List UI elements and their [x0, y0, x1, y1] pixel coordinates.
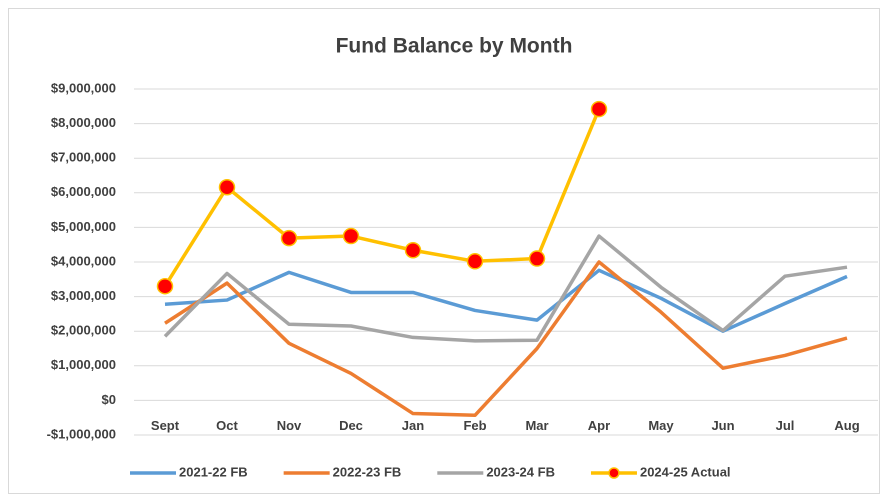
data-point	[535, 318, 539, 322]
data-point-marker	[466, 253, 484, 270]
y-tick-label: $0	[102, 392, 116, 407]
data-point	[225, 271, 229, 275]
x-tick-label: Jun	[711, 418, 734, 433]
y-tick-label: $5,000,000	[51, 219, 116, 234]
y-tick-label: $3,000,000	[51, 288, 116, 303]
legend-label: 2021-22 FB	[179, 464, 248, 479]
data-point	[349, 324, 353, 328]
x-tick-label: Feb	[463, 418, 486, 433]
x-tick-label: Jan	[402, 418, 424, 433]
data-point	[659, 310, 663, 314]
chart-title: Fund Balance by Month	[336, 35, 573, 58]
y-tick-label: $8,000,000	[51, 115, 116, 130]
data-point	[659, 296, 663, 300]
data-point	[287, 322, 291, 326]
data-point	[721, 329, 725, 333]
data-point	[225, 298, 229, 302]
series-line	[163, 108, 601, 288]
data-point	[411, 335, 415, 339]
series-line	[164, 268, 848, 333]
x-tick-label: Apr	[588, 418, 610, 433]
x-tick-label: Nov	[277, 418, 302, 433]
data-point-marker	[156, 277, 174, 295]
data-point	[225, 281, 229, 285]
data-point	[659, 285, 663, 289]
data-point	[163, 321, 167, 325]
data-point-marker	[342, 227, 360, 245]
y-tick-label: $4,000,000	[51, 253, 116, 268]
y-tick-label: -$1,000,000	[47, 426, 116, 441]
data-point	[597, 268, 601, 272]
data-point-marker	[590, 100, 608, 118]
x-tick-label: May	[648, 418, 674, 433]
data-point	[845, 336, 849, 340]
data-point-marker	[404, 241, 422, 259]
data-point	[845, 265, 849, 269]
x-tick-label: Aug	[834, 418, 859, 433]
data-point	[783, 353, 787, 357]
y-tick-label: $9,000,000	[51, 80, 116, 95]
series-line	[163, 234, 848, 343]
data-point-marker	[528, 250, 546, 267]
data-point	[783, 274, 787, 278]
legend-label: 2022-23 FB	[333, 464, 402, 479]
data-point	[473, 413, 477, 417]
data-point	[783, 302, 787, 306]
data-point	[163, 302, 167, 306]
legend-label: 2024-25 Actual	[640, 464, 731, 479]
x-tick-label: Jul	[776, 418, 795, 433]
data-point	[411, 412, 415, 416]
data-point	[597, 234, 601, 238]
data-point	[411, 290, 415, 294]
legend-label: 2023-24 FB	[486, 464, 555, 479]
data-point	[163, 334, 167, 338]
data-point	[349, 290, 353, 294]
x-tick-label: Mar	[525, 418, 548, 433]
data-point	[535, 338, 539, 342]
data-point	[721, 366, 725, 370]
chart-frame	[8, 8, 880, 494]
data-point	[287, 270, 291, 274]
data-point-marker	[218, 179, 236, 196]
series-line	[164, 260, 848, 418]
y-tick-label: $6,000,000	[51, 184, 116, 199]
y-tick-label: $7,000,000	[51, 150, 116, 165]
data-point	[845, 275, 849, 279]
data-point	[473, 339, 477, 343]
x-tick-label: Sept	[151, 418, 180, 433]
y-tick-label: $1,000,000	[51, 357, 116, 372]
data-point-marker	[280, 229, 298, 247]
data-point	[597, 260, 601, 264]
x-tick-label: Oct	[216, 418, 238, 433]
y-tick-label: $2,000,000	[51, 323, 116, 338]
data-point	[473, 308, 477, 312]
data-point	[287, 341, 291, 345]
x-tick-label: Dec	[339, 418, 363, 433]
data-point	[349, 371, 353, 375]
legend-marker	[608, 467, 620, 479]
data-point	[535, 347, 539, 351]
